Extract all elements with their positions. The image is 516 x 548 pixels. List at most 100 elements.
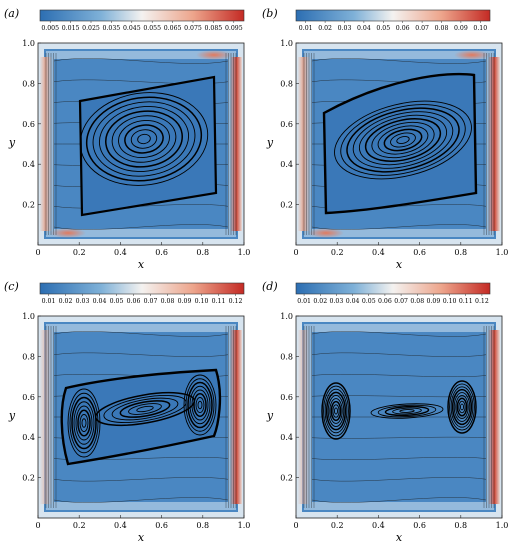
colorbar-tick-label: 0.015 [62,25,80,32]
colorbar-tick-label: 0.10 [195,298,209,305]
streamline-closed [81,418,87,428]
streamline-closed [396,136,410,144]
colorbar-tick-label: 0.12 [475,298,489,305]
field-corner-blob [50,228,86,238]
streamline-closed [447,380,477,434]
streamline-closed [325,391,347,431]
y-tick-label: 0.2 [22,201,35,210]
colorbar-tick-label: 0.065 [164,25,182,32]
streamline [53,224,229,230]
streamline-closed [332,404,340,418]
panel-c: (c)0.01 0.02 0.03 0.04 0.05 0.06 0.07 0.08 0.09 0… [4,280,250,544]
colorbar-tick-label: 0.045 [123,25,141,32]
colorbar-tick-label: 0.04 [346,298,360,305]
colorbar-tick-label: 0.04 [93,298,107,305]
x-tick-label: 0.2 [331,248,344,257]
x-tick-label: 0.6 [413,248,426,257]
colorbar-tick-label: 0.12 [229,298,243,305]
streamline-closed [136,405,154,413]
colorbar [39,282,245,295]
streamline-closed [377,404,437,418]
colorbar-tick-label: 0.07 [415,25,429,32]
colorbar-tick-label: 0.085 [205,25,223,32]
streamline-closed [94,391,196,427]
y-axis-label: y [266,136,274,149]
field-corner-blob [308,228,344,238]
streamline-closed [137,133,151,145]
streamline-closed [399,409,415,413]
colorbar-tick-label: 0.09 [427,298,441,305]
streamline-closed [346,107,460,173]
vortex-structure [321,380,477,440]
colorbar-tick-label: 0.095 [225,25,243,32]
x-tick-label: 0.2 [73,521,86,530]
colorbar-tick-label: 0.11 [459,298,473,305]
colorbar-tick-label: 0.08 [161,298,175,305]
streamline-closed [187,381,213,429]
x-tick-label: 1.0 [238,248,251,257]
x-tick-label: 0.8 [454,248,467,257]
y-tick-label: 0.8 [22,79,35,88]
y-tick-label: 0.2 [280,474,293,483]
streamline-closed [390,132,416,148]
y-tick-label: 0.6 [280,393,293,402]
streamline-closed [197,400,203,410]
y-tick-label: 0.4 [22,160,35,169]
panel-d: (d)0.01 0.02 0.03 0.04 0.05 0.06 0.07 0.08 0.09 0… [262,280,508,544]
streamline [53,497,229,503]
streamline-closed [183,374,217,436]
x-tick-label: 0.2 [73,248,86,257]
streamline-closed [323,385,349,437]
streamline-closed [392,407,422,415]
streamline-closed [85,96,203,182]
colorbar-tick-label: 0.02 [313,298,327,305]
x-tick-label: 0.2 [331,521,344,530]
streamline-closed [71,396,97,450]
colorbar-tick-label: 0.09 [178,298,192,305]
streamline-closed [79,414,89,432]
x-tick-label: 0 [293,248,298,257]
y-tick-label: 1.0 [280,39,293,48]
streamline [311,373,487,378]
streamline-closed [185,378,215,432]
background-streamlines [303,326,495,508]
panel-a: (a)0.005 0.015 0.025 0.035 0.045 0.055 0.065 0.… [4,7,250,271]
y-tick-label: 0.8 [22,352,35,361]
colorbar-tick-label: 0.01 [297,298,311,305]
streamline-closed [370,403,444,419]
y-tick-label: 0.4 [280,433,293,442]
colorbar-tick-label: 0.01 [299,25,313,32]
colorbar [295,9,491,22]
colorbar-tick-label: 0.11 [212,298,226,305]
colorbar [295,282,491,295]
panel-label: (b) [262,7,278,20]
streamline [311,331,487,337]
streamline [311,477,487,482]
y-tick-label: 0.6 [22,393,35,402]
streamline-closed [455,394,469,420]
y-tick-label: 0.8 [280,79,293,88]
x-tick-label: 0.4 [114,521,127,530]
colorbar-tick-label: 0.10 [443,298,457,305]
streamline [53,352,229,357]
panel-label: (c) [4,280,19,293]
streamline-closed [324,388,348,434]
colorbar-tick-label: 0.06 [396,25,410,32]
colorbar-tick-label: 0.09 [454,25,468,32]
x-tick-label: 1.0 [496,248,509,257]
streamline-closed [73,401,95,445]
streamline-closed [327,394,345,428]
field-corner-blob [454,50,490,60]
colorbar-tick-label: 0.055 [143,25,161,32]
x-axis-label: x [396,258,403,271]
streamline-closed [111,397,179,421]
streamline [311,224,487,230]
colorbar-tick-label: 0.03 [330,298,344,305]
streamline-closed [449,383,475,431]
colorbar-tick-label: 0.05 [376,25,390,32]
colorbar-tick-label: 0.08 [435,25,449,32]
x-tick-label: 0 [35,248,40,257]
streamline-closed [92,101,196,177]
colorbar-tick-label: 0.03 [338,25,352,32]
streamline-closed [193,393,207,417]
